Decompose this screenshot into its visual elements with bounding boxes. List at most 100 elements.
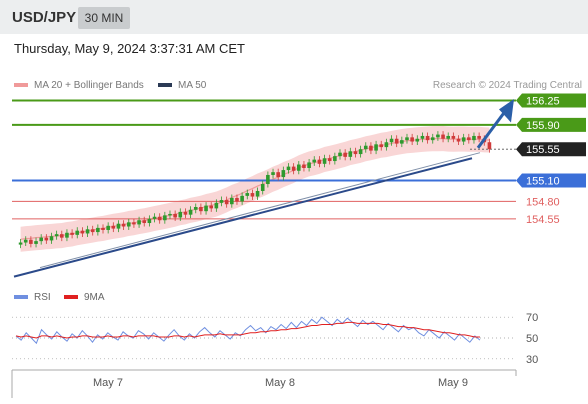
rsi-level-label: 70 — [526, 312, 538, 324]
ma50-legend-label: MA 50 — [178, 80, 207, 91]
x-tick-label: May 7 — [93, 377, 123, 389]
candle-body — [137, 220, 141, 225]
candle-body — [54, 234, 59, 237]
x-tick-label: May 8 — [265, 377, 295, 389]
candle-body — [415, 138, 420, 142]
candle-body — [260, 184, 265, 191]
candle-body — [230, 197, 234, 205]
candle-body — [451, 135, 456, 139]
x-tick-label: May 9 — [438, 377, 468, 389]
candle-body — [430, 137, 435, 141]
candle-body — [106, 225, 110, 230]
candle-body — [286, 166, 291, 171]
timeframe-button[interactable]: 30 MIN — [78, 7, 130, 29]
candle-body — [410, 137, 414, 142]
rsi-ma-legend-label: 9MA — [84, 292, 105, 303]
credit-text: Research © 2024 Trading Central — [432, 80, 582, 91]
ma50-line — [39, 152, 481, 269]
candle-body — [168, 213, 172, 216]
candle-body — [126, 222, 131, 227]
candle-body — [281, 170, 286, 178]
candle-body — [348, 151, 353, 157]
candle-body — [219, 200, 224, 203]
candle-body — [116, 223, 121, 229]
candle-body — [214, 202, 219, 209]
candle-body — [235, 197, 239, 202]
candle-body — [178, 211, 183, 218]
rsi-ma-legend: 9MA — [64, 292, 105, 303]
candle-body — [363, 145, 368, 150]
candle-body — [467, 137, 471, 141]
candle-body — [291, 166, 296, 171]
candle-body — [49, 236, 54, 241]
candle-body — [152, 216, 157, 219]
candle-body — [70, 232, 74, 235]
candle-body — [193, 207, 198, 210]
candle-body — [456, 138, 461, 142]
candle-body — [65, 232, 69, 238]
candle-body — [111, 225, 116, 229]
candle-body — [34, 241, 38, 244]
candle-body — [333, 156, 337, 162]
rsi-level-label: 50 — [526, 333, 538, 345]
candle-body — [142, 220, 147, 224]
candle-body — [302, 164, 306, 168]
candle-body — [379, 144, 384, 148]
timestamp: Thursday, May 9, 2024 3:37:31 AM CET — [14, 41, 245, 56]
candle-body — [250, 193, 255, 197]
price-tag — [516, 117, 586, 132]
candle-body — [420, 135, 425, 139]
candle-body — [369, 145, 373, 151]
header-bar: USD/JPY 30 MIN — [0, 0, 588, 34]
rsi-swatch — [14, 295, 28, 300]
forecast-arrow-shaft — [476, 107, 509, 149]
rsi-ma-swatch — [64, 295, 78, 300]
candle-body — [384, 142, 389, 148]
candle-body — [394, 138, 399, 144]
candle-body — [327, 158, 332, 162]
candle-body — [75, 230, 80, 235]
candle-body — [425, 135, 430, 141]
candle-body — [29, 239, 33, 244]
candle-body — [374, 144, 378, 151]
candle-body — [343, 152, 347, 157]
forecast-arrow-head — [499, 99, 514, 123]
candle-body — [90, 229, 95, 233]
candle-body — [85, 229, 90, 234]
price-level-label: 155.55 — [526, 144, 560, 156]
price-level-label: 155.90 — [526, 120, 560, 132]
candle-body — [389, 138, 394, 143]
ma20-swatch — [14, 83, 28, 88]
candle-body — [44, 237, 49, 241]
price-level-label: 155.10 — [526, 176, 560, 188]
price-level-label: 154.80 — [526, 196, 560, 208]
candle-body — [405, 137, 409, 141]
candle-body — [312, 159, 317, 163]
candle-body — [224, 200, 229, 205]
candle-body — [147, 218, 152, 224]
candle-body — [266, 174, 270, 185]
candle-body — [441, 134, 445, 139]
candle-body — [101, 227, 105, 230]
candle-body — [121, 223, 126, 227]
rsi-level-label: 30 — [526, 354, 538, 366]
candle-body — [183, 211, 188, 215]
candle-body — [255, 190, 260, 197]
candle-body — [240, 195, 244, 202]
candle-body — [23, 239, 28, 243]
price-level-label: 156.25 — [526, 95, 560, 107]
candle-body — [204, 205, 208, 212]
ma50-legend: MA 50 — [158, 80, 206, 91]
candle-body — [322, 158, 327, 164]
candle-body — [307, 162, 311, 168]
candle-body — [132, 222, 136, 225]
candle-body — [96, 227, 100, 233]
candle-body — [353, 151, 358, 155]
trendline — [13, 157, 473, 278]
rsi-legend-label: RSI — [34, 292, 51, 303]
ma50-swatch — [158, 83, 172, 88]
candle-body — [157, 216, 162, 221]
candle-body — [472, 135, 476, 141]
